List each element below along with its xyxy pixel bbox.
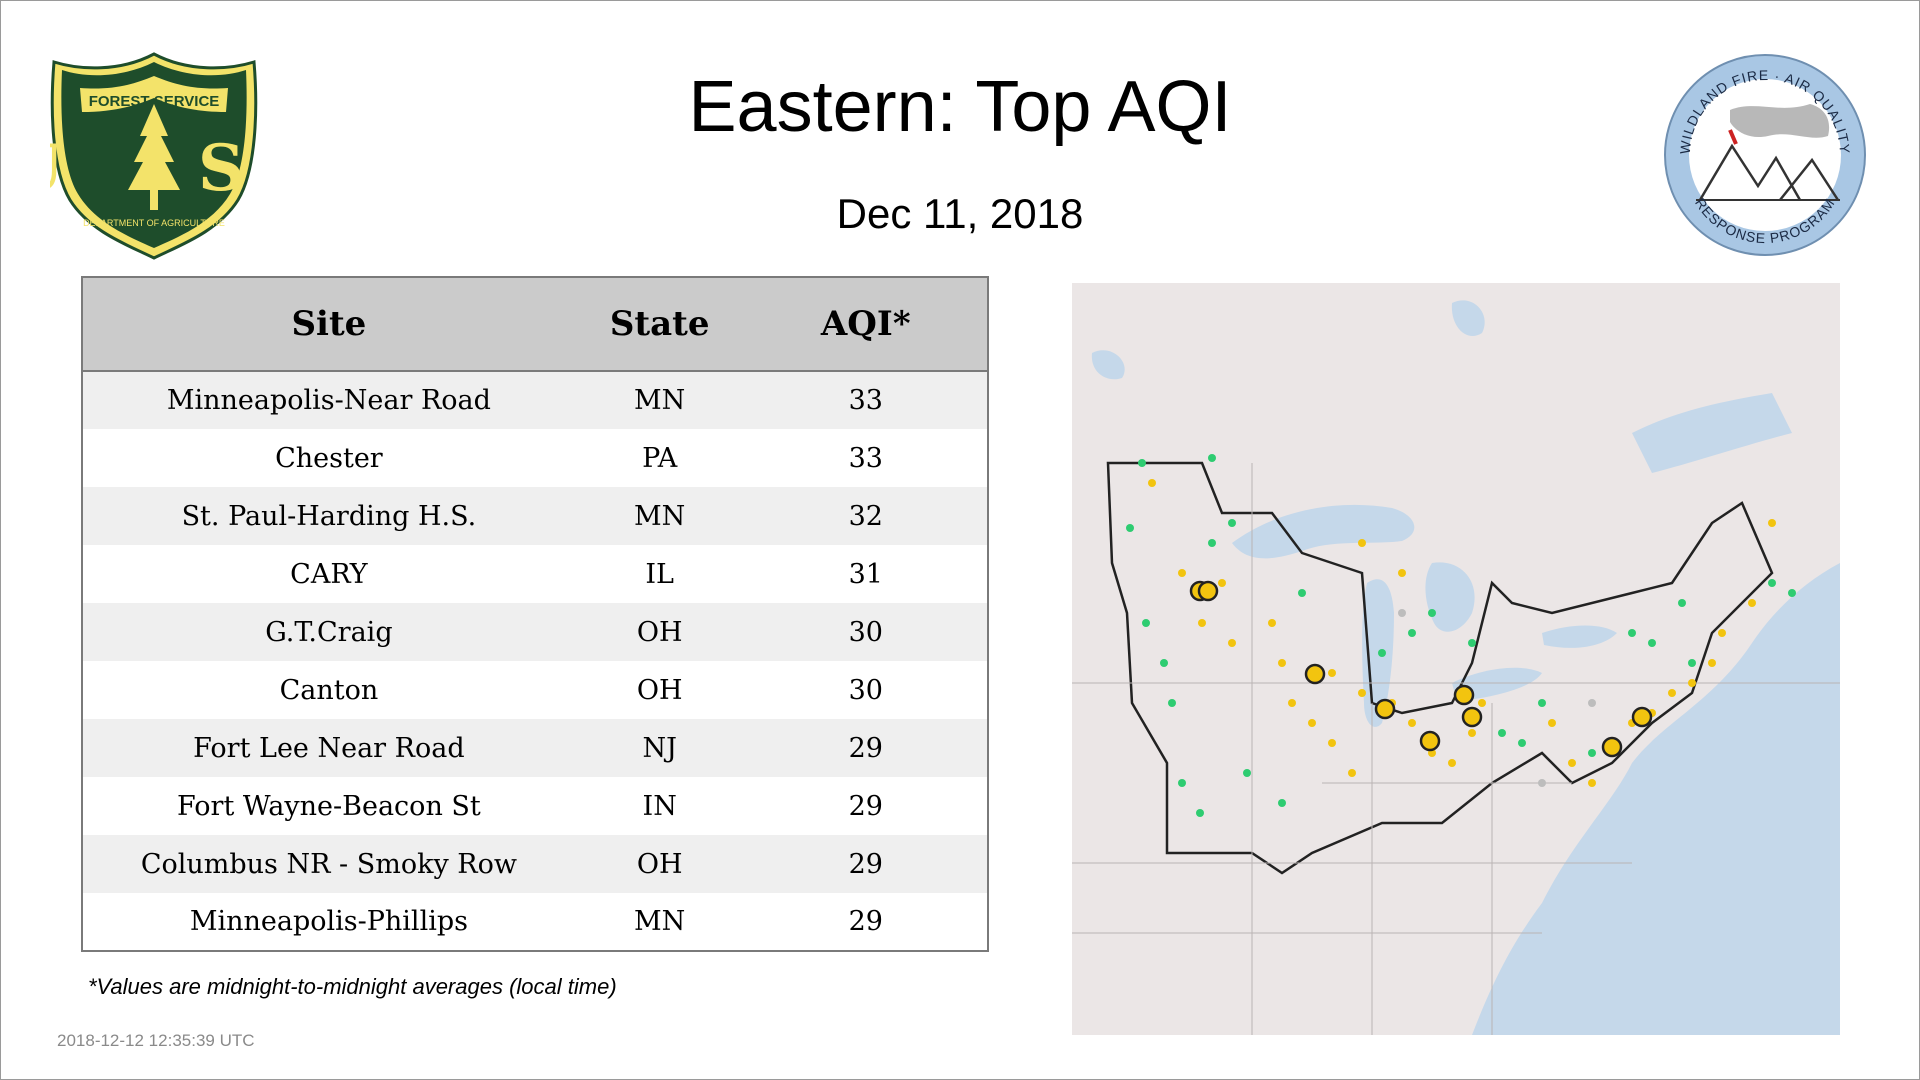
table-row: G.T.Craig OH 30 [82, 603, 988, 661]
header-aqi: AQI* [820, 304, 911, 344]
cell-aqi: 29 [848, 732, 883, 764]
cell-state: OH [636, 848, 683, 880]
cell-aqi: 29 [848, 848, 883, 880]
footnote: *Values are midnight-to-midnight average… [88, 974, 617, 999]
monitor-map [1072, 283, 1840, 1035]
table-row: Chester PA 33 [82, 429, 988, 487]
site-st-paul-harding [1197, 580, 1219, 602]
cell-aqi: 32 [848, 500, 883, 532]
header-state: State [609, 304, 710, 344]
cell-state: MN [634, 906, 686, 937]
table-row: Minneapolis-Near Road MN 33 [82, 371, 988, 429]
table-row: Columbus NR - Smoky Row OH 29 [82, 835, 988, 893]
table-row: Canton OH 30 [82, 661, 988, 719]
cell-aqi: 29 [848, 906, 883, 937]
usfs-top-text: FOREST SERVICE [89, 93, 220, 110]
wildland-fire-air-quality-logo: WILDLAND FIRE · AIR QUALITY RESPONSE PRO… [1664, 54, 1866, 256]
table-header-row: Site State AQI* [82, 277, 988, 371]
site-chester [1601, 736, 1623, 758]
cell-site: CARY [290, 558, 368, 590]
lake-huron [1425, 562, 1475, 632]
map-ocean [1472, 283, 1840, 1035]
site-canton [1461, 706, 1483, 728]
table-row: Minneapolis-Phillips MN 29 [82, 893, 988, 951]
good-aqi-sites [1126, 454, 1796, 817]
cell-aqi: 33 [848, 442, 883, 474]
cell-site: G.T.Craig [265, 616, 393, 648]
table-row: Fort Wayne-Beacon St IN 29 [82, 777, 988, 835]
usfs-bottom-text: DEPARTMENT OF AGRICULTURE [83, 218, 225, 228]
cell-site: Minneapolis-Phillips [189, 906, 468, 937]
lake-ontario [1542, 625, 1617, 648]
site-fort-lee [1631, 706, 1653, 728]
site-fort-wayne [1374, 698, 1396, 720]
cell-state: NJ [642, 732, 677, 764]
cell-aqi: 30 [848, 616, 883, 648]
cell-state: MN [634, 500, 686, 532]
table-row: St. Paul-Harding H.S. MN 32 [82, 487, 988, 545]
cell-state: IN [642, 790, 677, 822]
cell-site: Minneapolis-Near Road [166, 385, 491, 416]
cell-aqi: 29 [848, 790, 883, 822]
cell-site: St. Paul-Harding H.S. [181, 500, 477, 532]
cell-aqi: 31 [848, 558, 883, 590]
header-site: Site [291, 304, 367, 344]
usfs-letters: U S [50, 131, 258, 206]
table-row: CARY IL 31 [82, 545, 988, 603]
cell-aqi: 30 [848, 674, 883, 706]
cell-state: OH [636, 616, 683, 648]
cell-aqi: 33 [848, 385, 883, 416]
generated-timestamp: 2018-12-12 12:35:39 UTC [57, 1031, 255, 1050]
cell-state: PA [642, 442, 678, 474]
cell-site: Columbus NR - Smoky Row [140, 848, 517, 880]
lake-superior [1232, 504, 1415, 559]
site-cary [1304, 663, 1326, 685]
cell-state: IL [645, 558, 674, 590]
cell-site: Canton [279, 674, 379, 706]
site-columbus [1419, 730, 1441, 752]
cell-site: Chester [275, 442, 383, 474]
page-title: Eastern: Top AQI [688, 67, 1232, 147]
page-date: Dec 11, 2018 [836, 190, 1084, 237]
cell-site: Fort Wayne-Beacon St [177, 790, 481, 822]
top-aqi-table: Site State AQI* Minneapolis-Near Road MN… [81, 276, 989, 952]
table-row: Fort Lee Near Road NJ 29 [82, 719, 988, 777]
no-data-sites [1398, 609, 1596, 787]
cell-site: Fort Lee Near Road [193, 732, 465, 764]
usfs-shield-logo: U S FOREST SERVICE DEPARTMENT OF AGRICUL… [50, 52, 258, 260]
top-aqi-sites [1189, 580, 1653, 758]
lake-erie [1452, 667, 1542, 701]
site-gt-craig [1453, 684, 1475, 706]
cell-state: OH [636, 674, 683, 706]
cell-state: MN [634, 385, 686, 416]
